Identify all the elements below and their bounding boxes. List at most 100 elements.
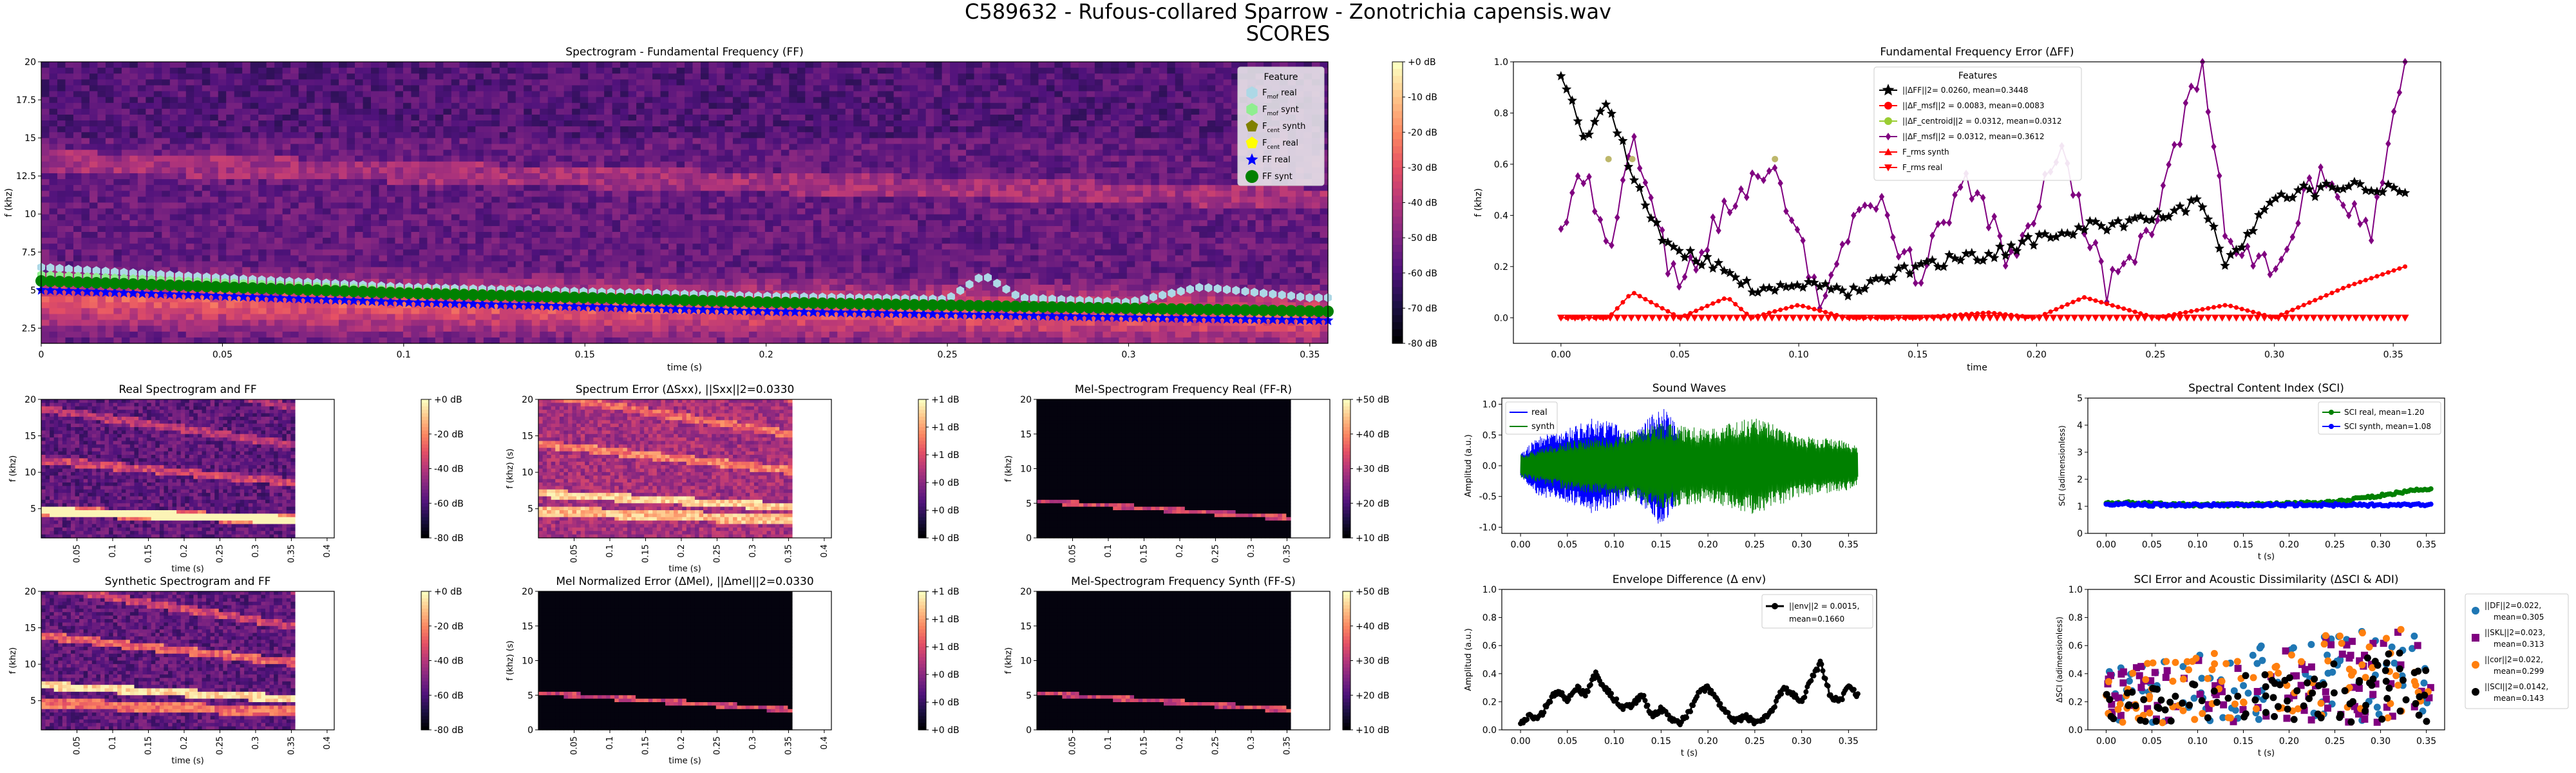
spec-ff-cell	[274, 120, 283, 127]
spec-ff-cell	[218, 120, 227, 127]
spec-ff-cell	[162, 302, 170, 309]
spec-ff-cell	[49, 226, 57, 233]
spec-ff-cell	[853, 326, 862, 332]
spec-ff-cell	[773, 220, 781, 227]
spec-ff-cell	[741, 126, 749, 133]
spec-ff-cell	[821, 332, 829, 338]
spec-ff-cell	[524, 267, 532, 274]
spec-ff-cell	[813, 215, 822, 221]
spec-ff-cell	[323, 144, 331, 150]
spec-ff-cell	[258, 138, 267, 144]
spec-ff-cell	[411, 73, 419, 80]
spec-ff-cell	[443, 144, 451, 150]
spec-ff-cell	[234, 138, 243, 144]
spec-ff-cell	[307, 126, 315, 133]
spec-ff-cell	[363, 238, 372, 244]
spec-ff-cell	[853, 167, 862, 174]
spec-ff-cell	[516, 232, 524, 238]
spec-ff-cell	[548, 314, 556, 320]
spec-ff-cell	[540, 126, 548, 133]
spec-ff-cell	[588, 62, 596, 68]
spec-ff-cell	[299, 332, 307, 338]
spec-ff-cell	[41, 103, 50, 110]
spec-ff-cell	[419, 255, 428, 262]
spec-ff-cell	[596, 220, 605, 227]
spec-ff-cell	[717, 173, 725, 180]
spec-ff-cell	[668, 273, 677, 280]
spec-ff-cell	[629, 332, 637, 338]
spec-ff-cell	[323, 308, 331, 314]
spec-ff-cell	[347, 191, 355, 197]
spec-ff-cell	[636, 320, 645, 327]
spec-ff-cell	[604, 162, 612, 168]
spec-ff-cell	[146, 132, 154, 138]
spec-ff-cell	[789, 79, 797, 86]
spec-ff-cell	[339, 191, 347, 197]
spec-ff-cell	[789, 138, 797, 144]
spec-ff-cell	[170, 120, 178, 127]
spec-ff-cell	[65, 73, 73, 80]
spec-ff-cell	[178, 191, 186, 197]
spec-ff-cell	[129, 156, 138, 162]
spec-ff-cell	[242, 103, 251, 110]
spec-ff-cell	[113, 232, 122, 238]
spec-ff-cell	[371, 243, 379, 250]
spec-ff-cell	[41, 167, 50, 174]
spec-ff-cell	[274, 209, 283, 215]
spec-ff-cell	[218, 255, 227, 262]
spec-ff-cell	[113, 220, 122, 227]
spec-ff-cell	[387, 232, 395, 238]
spec-ff-cell	[741, 238, 749, 244]
spec-ff-cell	[427, 220, 435, 227]
spec-ff-cell	[443, 267, 451, 274]
spec-ff-cell	[484, 126, 492, 133]
spec-ff-cell	[813, 62, 822, 68]
spec-ff-cell	[339, 314, 347, 320]
spec-ff-cell	[435, 167, 444, 174]
spec-ff-cell	[468, 255, 476, 262]
spec-ff-cell	[677, 144, 685, 150]
spec-ff-cell	[620, 62, 629, 68]
spec-ff-cell	[588, 120, 596, 127]
spec-ff-cell	[210, 144, 218, 150]
spec-ff-cell	[620, 232, 629, 238]
spec-ff-cell	[805, 126, 813, 133]
spec-ff-cell	[459, 255, 468, 262]
spec-ff-cell	[797, 68, 806, 74]
spec-ff-cell	[210, 73, 218, 80]
spec-ff-cell	[226, 203, 234, 209]
spec-ff-cell	[765, 85, 773, 91]
spec-ff-cell	[251, 91, 259, 98]
spec-ff-cell	[113, 97, 122, 104]
spec-ff-cell	[564, 279, 573, 285]
spec-ff-cell	[475, 167, 484, 174]
spec-ff-cell	[701, 215, 709, 221]
spec-ff-cell	[129, 249, 138, 256]
spec-ff-cell	[347, 91, 355, 98]
spec-ff-cell	[274, 156, 283, 162]
spec-ff-cell	[733, 262, 741, 268]
spec-ff-cell	[395, 91, 403, 98]
spec-ff-cell	[162, 167, 170, 174]
spec-ff-cell	[677, 150, 685, 157]
spec-ff-cell	[202, 262, 211, 268]
spec-ff-cell	[556, 132, 564, 138]
spec-ff-cell	[170, 97, 178, 104]
spec-ff-cell	[371, 220, 379, 227]
spec-ff-cell	[162, 162, 170, 168]
spec-ff-cell	[347, 126, 355, 133]
spec-ff-cell	[347, 215, 355, 221]
spec-ff-cell	[564, 243, 573, 250]
spec-ff-cell	[371, 308, 379, 314]
spec-ff-cell	[355, 332, 363, 338]
spec-ff-cell	[869, 173, 878, 180]
spec-ff-cell	[692, 232, 701, 238]
spec-ff-cell	[564, 320, 573, 327]
spec-ff-cell	[315, 97, 323, 104]
spec-ff-cell	[347, 308, 355, 314]
spec-ff-cell	[862, 255, 870, 262]
spec-ff-cell	[226, 332, 234, 338]
spec-ff-cell	[178, 97, 186, 104]
spec-ff-cell	[636, 338, 645, 344]
spec-ff-cell	[596, 103, 605, 110]
